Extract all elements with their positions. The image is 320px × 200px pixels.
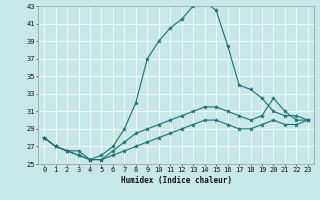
X-axis label: Humidex (Indice chaleur): Humidex (Indice chaleur) bbox=[121, 176, 231, 185]
